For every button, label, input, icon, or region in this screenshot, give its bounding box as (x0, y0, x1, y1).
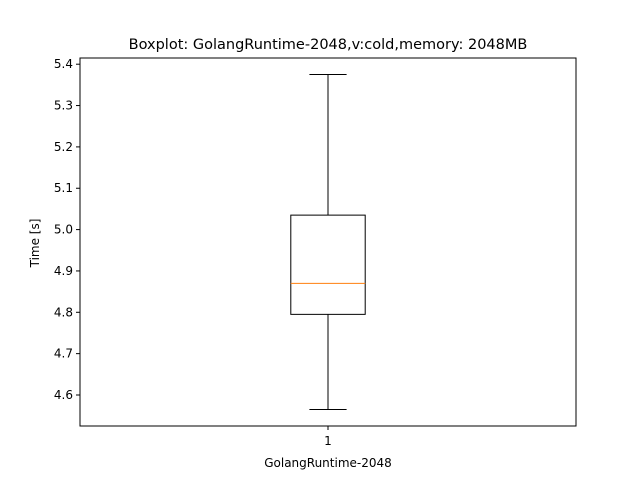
y-tick-label: 4.9 (54, 264, 73, 278)
box (290, 214, 366, 315)
y-axis-label: Time [s] (28, 219, 42, 269)
x-axis-label: GolangRuntime-2048 (264, 456, 392, 470)
chart-title: Boxplot: GolangRuntime-2048,v:cold,memor… (129, 37, 528, 53)
y-tick-label: 5.0 (54, 223, 73, 237)
y-tick-label: 4.8 (54, 305, 73, 319)
y-tick-label: 4.6 (54, 388, 73, 402)
y-tick-label: 5.3 (54, 99, 73, 113)
y-tick-label: 4.7 (54, 347, 73, 361)
y-axis: 4.6 4.7 4.8 4.9 5.0 5.1 5.2 5.3 5.4 (54, 57, 80, 402)
y-tick-label: 5.4 (54, 57, 73, 71)
box-series (290, 74, 366, 410)
y-tick-label: 5.2 (54, 140, 73, 154)
x-tick-label: 1 (324, 434, 332, 448)
x-axis: 1 (324, 426, 332, 448)
y-tick-label: 5.1 (54, 181, 73, 195)
